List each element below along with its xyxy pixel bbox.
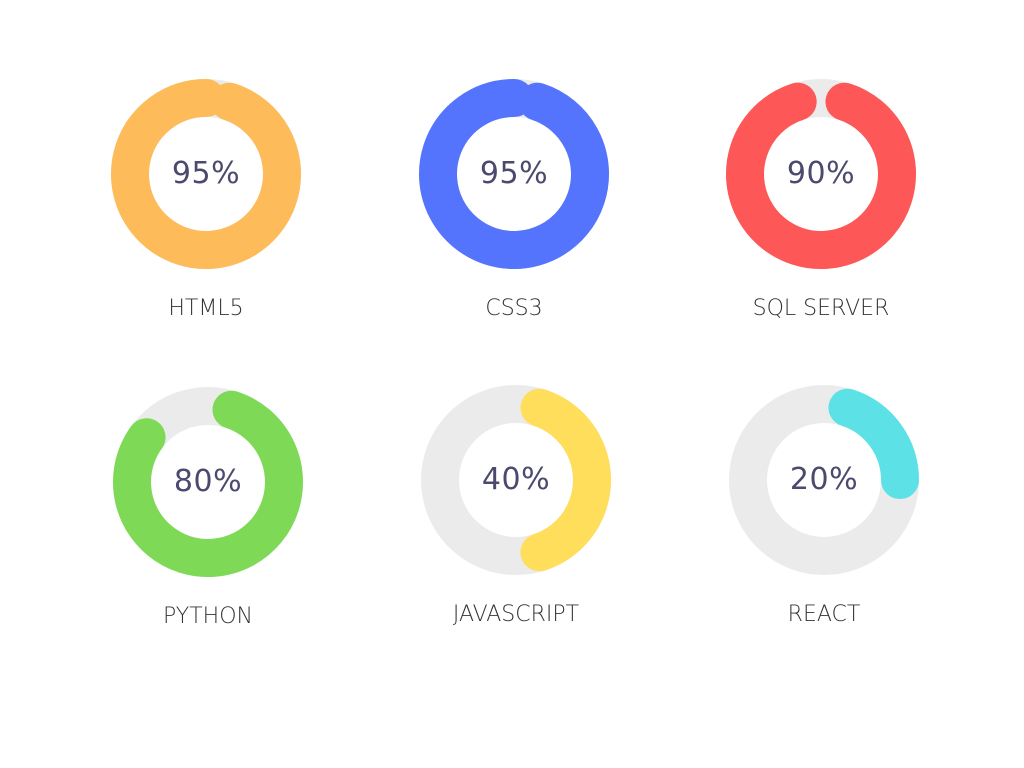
donut-progress-arc [113, 387, 303, 577]
percent-label: 20% [789, 462, 859, 497]
skill-name: JAVASCRIPT [452, 602, 580, 627]
donut-progress-arc [726, 79, 916, 269]
donut-progress-arc [729, 385, 919, 575]
donut-chart [726, 79, 916, 269]
skill-chart-html5: 95% HTML5 [96, 64, 316, 334]
skill-name: CSS3 [485, 296, 543, 321]
donut-progress-arc [421, 385, 611, 575]
donut-chart [729, 385, 919, 575]
skill-name: SQL SERVER [752, 296, 890, 321]
percent-label: 95% [479, 156, 549, 191]
skill-chart-javascript: 40% JAVASCRIPT [406, 370, 626, 640]
percent-label: 95% [171, 156, 241, 191]
donut-progress-arc [111, 79, 301, 269]
percent-label: 40% [481, 462, 551, 497]
donut-chart [419, 79, 609, 269]
skill-chart-css3: 95% CSS3 [404, 64, 624, 334]
skill-name: HTML5 [168, 296, 244, 321]
donut-chart [421, 385, 611, 575]
skill-name: REACT [787, 602, 861, 627]
skill-chart-sql-server: 90% SQL SERVER [711, 64, 931, 334]
skill-chart-react: 20% REACT [714, 370, 934, 640]
donut-chart [111, 79, 301, 269]
skill-chart-python: 80% PYTHON [98, 372, 318, 642]
donut-progress-arc [419, 79, 609, 269]
skill-name: PYTHON [163, 604, 253, 629]
percent-label: 80% [173, 464, 243, 499]
percent-label: 90% [786, 156, 856, 191]
donut-chart [113, 387, 303, 577]
